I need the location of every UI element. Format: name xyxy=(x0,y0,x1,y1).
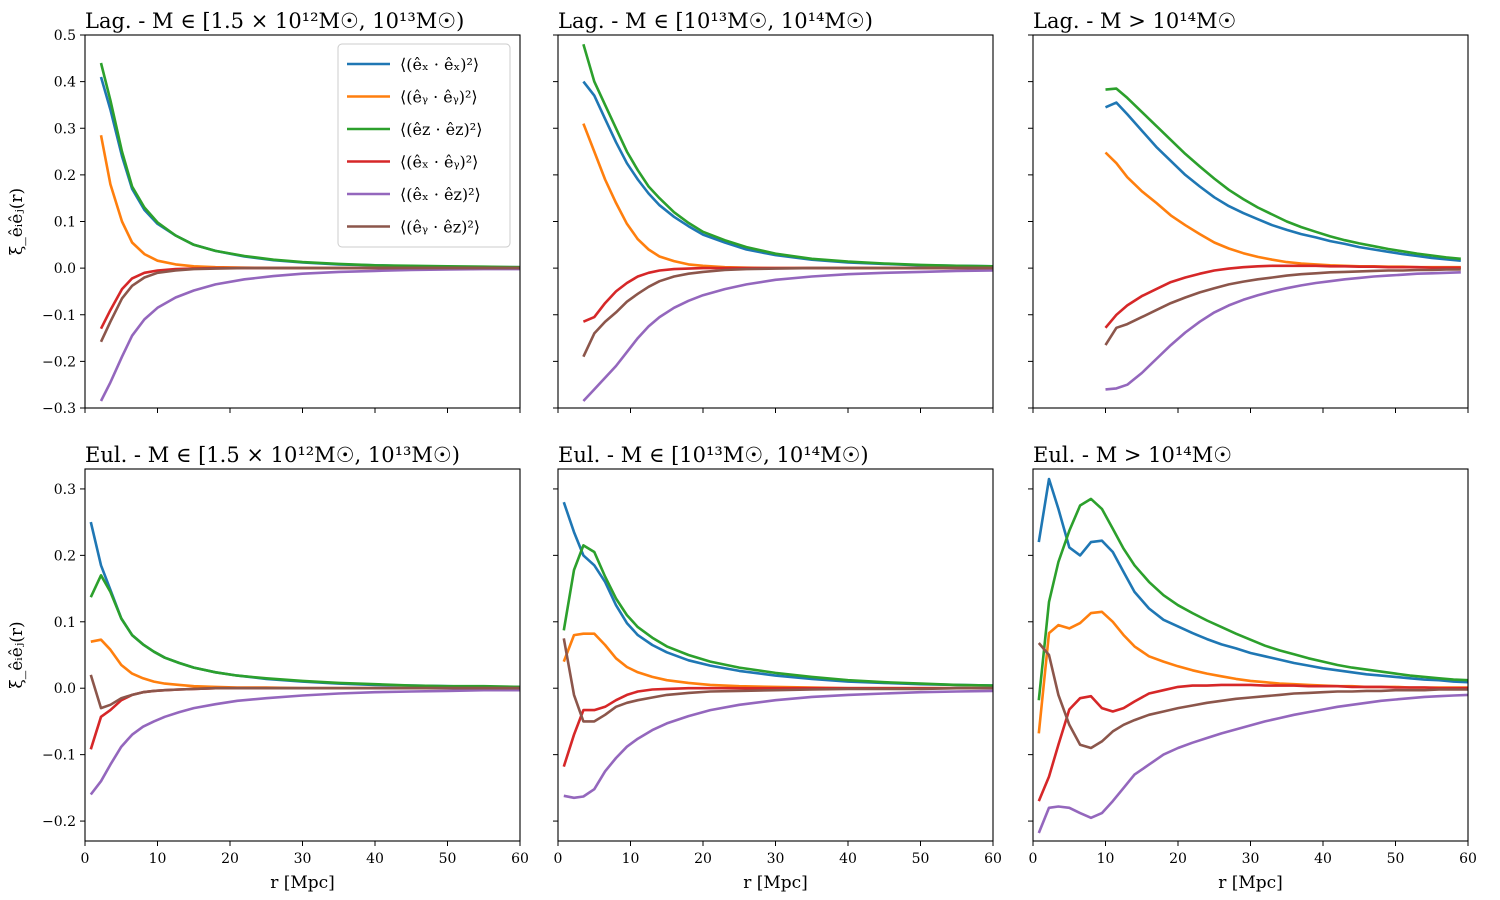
subplot-1: Lag. - M ∈ [1.5 × 10¹²M☉, 10¹³M☉) −0.3 −0.… xyxy=(7,9,521,417)
y-tick-label: 0.2 xyxy=(54,168,76,184)
legend-label-xz: ⟨(êₓ · êz)²⟩ xyxy=(400,185,481,204)
x-tick-label: 10 xyxy=(1097,851,1115,867)
x-axis-label: r [Mpc] xyxy=(743,873,808,893)
subplot-5: Eul. - M ∈ [10¹³M☉, 10¹⁴M☉) 0 10 20 30 40 50 60… xyxy=(553,443,1002,893)
x-tick-label: 50 xyxy=(912,851,930,867)
series-line-zz xyxy=(99,62,521,269)
x-tick-label: 20 xyxy=(694,851,712,867)
axes-frame xyxy=(84,468,521,842)
series-line-xz xyxy=(563,689,994,800)
y-tick-label: 0.3 xyxy=(54,482,76,498)
series-line-xz xyxy=(89,688,520,796)
series-line-xy xyxy=(1037,683,1468,802)
series-line-yz xyxy=(99,266,520,343)
series-line-yz xyxy=(562,638,993,723)
y-tick-label: 0.4 xyxy=(54,75,76,91)
axes-frame xyxy=(1032,468,1469,842)
axes-frame xyxy=(557,468,994,842)
legend-label-yz: ⟨(êᵧ · êz)²⟩ xyxy=(400,218,480,237)
subplot-3: Lag. - M > 10¹⁴M☉ xyxy=(1028,9,1469,413)
series-line-yy xyxy=(1037,610,1468,734)
series-line-xz xyxy=(1105,271,1461,391)
series-line-yy xyxy=(582,123,993,270)
x-tick-label: 20 xyxy=(221,851,239,867)
x-tick-label: 60 xyxy=(984,851,1002,867)
series-line-yz xyxy=(1037,642,1468,750)
series-line-yz xyxy=(1104,268,1461,346)
subplot-title: Lag. - M > 10¹⁴M☉ xyxy=(1033,9,1236,33)
y-tick-label: −0.2 xyxy=(42,814,76,830)
legend-label-xy: ⟨(êₓ · êᵧ)²⟩ xyxy=(400,153,478,172)
legend: ⟨(êₓ · êₓ)²⟩ ⟨(êᵧ · êᵧ)²⟩ ⟨(êz · êz)²⟩ ⟨(êₓ… xyxy=(337,43,511,248)
x-tick-label: 40 xyxy=(1314,851,1332,867)
subplot-title: Eul. - M ∈ [10¹³M☉, 10¹⁴M☉) xyxy=(558,443,869,467)
x-tick-label: 50 xyxy=(1387,851,1405,867)
x-tick-label: 20 xyxy=(1169,851,1187,867)
subplot-title: Eul. - M ∈ [1.5 × 10¹²M☉, 10¹³M☉) xyxy=(85,443,460,467)
series-line-xx xyxy=(1104,101,1461,262)
y-tick-label: −0.1 xyxy=(42,308,76,324)
x-tick-label: 40 xyxy=(839,851,857,867)
y-tick-label: 0.1 xyxy=(54,615,76,631)
y-tick-label: 0.5 xyxy=(54,28,76,44)
x-tick-label: 30 xyxy=(294,851,312,867)
series-line-xz xyxy=(1037,693,1469,834)
x-tick-label: 60 xyxy=(1459,851,1477,867)
legend-box xyxy=(337,43,511,248)
y-tick-label: 0.1 xyxy=(54,215,76,231)
series-line-xy xyxy=(89,686,520,750)
subplot-6: Eul. - M > 10¹⁴M☉ 0 10 20 30 40 50 60 r [Mpc] xyxy=(1028,443,1477,893)
axes-frame xyxy=(1032,34,1469,409)
legend-label-zz: ⟨(êz · êz)²⟩ xyxy=(400,120,482,139)
series-line-yy xyxy=(1104,151,1461,269)
series-line-zz xyxy=(562,544,994,687)
y-tick-label: −0.2 xyxy=(42,354,76,370)
y-tick-label: 0.0 xyxy=(54,261,76,277)
x-tick-label: 0 xyxy=(554,851,563,867)
y-tick-label: 0.2 xyxy=(54,548,76,564)
series-line-xy xyxy=(582,266,993,323)
x-tick-label: 0 xyxy=(1029,851,1038,867)
axes-frame xyxy=(557,34,994,409)
x-tick-label: 30 xyxy=(767,851,785,867)
legend-label-yy: ⟨(êᵧ · êᵧ)²⟩ xyxy=(400,88,478,107)
series-line-yz xyxy=(582,266,993,358)
series-line-yy xyxy=(562,632,993,690)
x-tick-label: 60 xyxy=(511,851,529,867)
series-line-xz xyxy=(582,269,994,402)
x-tick-label: 50 xyxy=(439,851,457,867)
series-line-xy xyxy=(1104,264,1461,329)
subplot-title: Lag. - M ∈ [1.5 × 10¹²M☉, 10¹³M☉) xyxy=(85,9,464,33)
series-line-zz xyxy=(89,573,521,689)
subplot-2: Lag. - M ∈ [10¹³M☉, 10¹⁴M☉) xyxy=(553,9,994,413)
series-line-zz xyxy=(1037,497,1469,701)
x-tick-label: 30 xyxy=(1242,851,1260,867)
series-line-xz xyxy=(99,267,520,402)
x-axis-label: r [Mpc] xyxy=(270,873,335,893)
series-line-xy xyxy=(99,266,520,330)
series-line-xx xyxy=(582,80,994,268)
subplot-4: Eul. - M ∈ [1.5 × 10¹²M☉, 10¹³M☉) 0 10 20 30… xyxy=(7,443,529,893)
subplot-title: Lag. - M ∈ [10¹³M☉, 10¹⁴M☉) xyxy=(558,9,873,33)
x-tick-label: 10 xyxy=(149,851,167,867)
series-line-xx xyxy=(1037,477,1469,684)
series-line-xx xyxy=(562,501,994,687)
x-tick-label: 0 xyxy=(81,851,90,867)
x-tick-label: 10 xyxy=(622,851,640,867)
y-axis-label: ξ_êᵢêⱼ(r) xyxy=(7,188,27,255)
subplot-title: Eul. - M > 10¹⁴M☉ xyxy=(1033,443,1232,467)
series-line-yz xyxy=(89,674,520,710)
x-tick-label: 40 xyxy=(366,851,384,867)
y-tick-label: −0.3 xyxy=(42,401,76,417)
y-tick-label: 0.0 xyxy=(54,681,76,697)
x-axis-label: r [Mpc] xyxy=(1218,873,1283,893)
series-line-zz xyxy=(1105,87,1461,261)
y-tick-label: 0.3 xyxy=(54,121,76,137)
series-line-xx xyxy=(89,521,520,689)
legend-label-xx: ⟨(êₓ · êₓ)²⟩ xyxy=(400,55,479,74)
y-axis-label: ξ_êᵢêⱼ(r) xyxy=(7,621,27,688)
y-tick-label: −0.1 xyxy=(42,748,76,764)
series-line-zz xyxy=(582,43,994,268)
